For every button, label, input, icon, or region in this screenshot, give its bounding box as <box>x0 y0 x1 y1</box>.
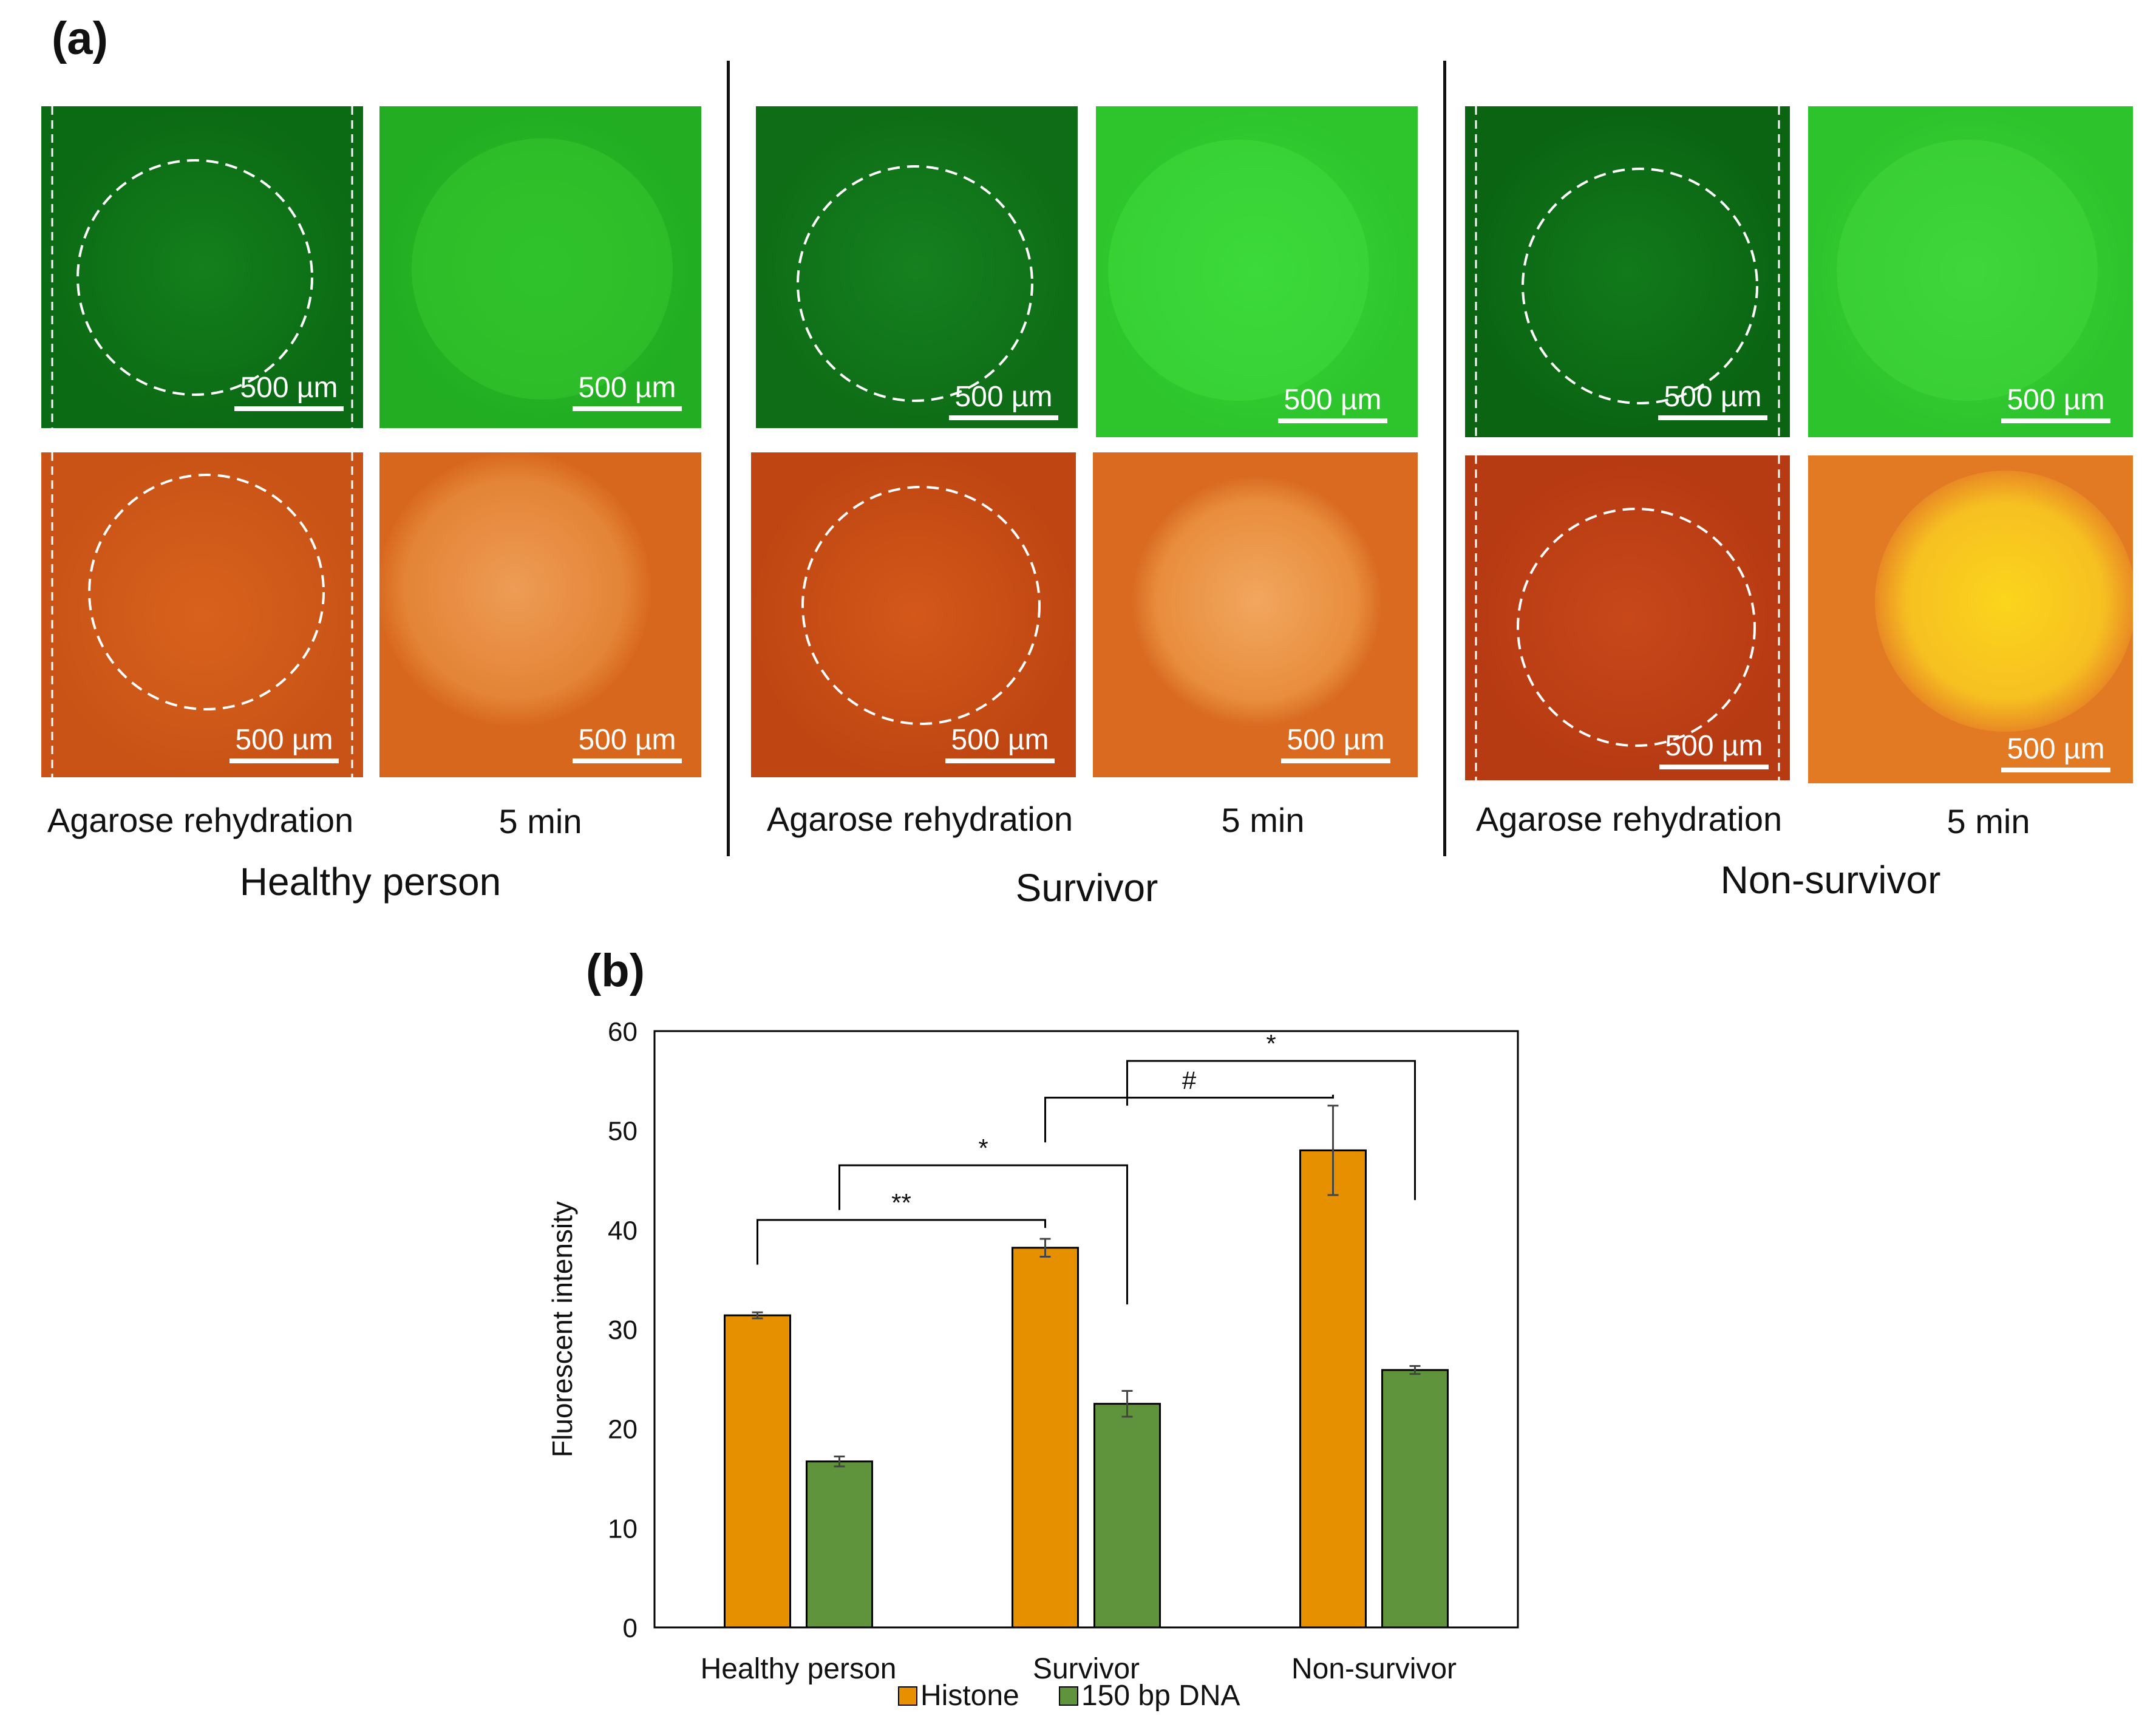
y-tick-label: 20 <box>608 1415 638 1445</box>
healthy-orange-5min-image: 500 µm <box>379 452 701 777</box>
group-label-survivor: Survivor <box>1015 866 1158 910</box>
survivor-orange-5min-image: 500 µm <box>1093 452 1418 777</box>
scale-bar-label: 500 µm <box>1665 730 1763 762</box>
significance-label: * <box>978 1134 988 1162</box>
healthy-orange-agarose-image: 500 µm <box>41 452 363 777</box>
healthy-caption-agarose: Agarose rehydration <box>47 801 354 839</box>
bar-150-bp-dna <box>1093 1403 1161 1629</box>
bar-histone <box>1012 1247 1079 1629</box>
scale-bar-label: 500 µm <box>235 724 333 756</box>
significance-bracket <box>757 1219 1046 1265</box>
plot-frame <box>653 1030 1519 1629</box>
nonsurvivor-green-agarose-image: 500 µm <box>1465 106 1790 437</box>
y-tick-label: 40 <box>608 1216 638 1245</box>
legend-label: 150 bp DNA <box>1081 1680 1240 1712</box>
scale-bar <box>2001 768 2110 772</box>
legend-swatch <box>898 1686 917 1706</box>
significance-label: ** <box>891 1188 911 1217</box>
nonsurvivor-orange-5min-image: 500 µm <box>1808 455 2133 783</box>
y-tick-label: 50 <box>608 1117 638 1146</box>
x-tick-label: Healthy person <box>701 1653 897 1685</box>
bar-histone <box>724 1314 791 1629</box>
y-tick-label: 30 <box>608 1315 638 1345</box>
scale-bar <box>573 406 682 411</box>
scale-bar-label: 500 µm <box>951 724 1049 756</box>
bar-chart: 0 10 20 30 40 50 60 Fluorescent intensity Health… <box>546 1017 1519 1712</box>
survivor-orange-agarose-image: 500 µm <box>751 452 1076 777</box>
legend-swatch <box>1059 1686 1078 1706</box>
scale-bar <box>234 406 344 411</box>
legend-label: Histone <box>920 1680 1019 1712</box>
significance-bracket <box>838 1164 1128 1305</box>
scale-bar <box>1659 765 1769 769</box>
scale-bar <box>2001 418 2110 423</box>
scale-bar <box>949 415 1058 420</box>
y-tick-label: 60 <box>608 1017 638 1047</box>
scale-bar-label: 500 µm <box>578 724 676 756</box>
significance-bracket <box>1126 1060 1416 1201</box>
healthy-caption-5min: 5 min <box>498 802 582 840</box>
group-label-healthy: Healthy person <box>239 860 502 904</box>
scale-bar <box>1658 415 1767 420</box>
scale-bar <box>573 758 682 763</box>
group-label-nonsurvivor: Non-survivor <box>1720 858 1941 902</box>
x-tick-label: Non-survivor <box>1291 1653 1457 1685</box>
healthy-green-agarose-image: 500 µm <box>41 106 363 428</box>
scale-bar-label: 500 µm <box>2007 733 2105 765</box>
bar-150-bp-dna <box>806 1460 873 1629</box>
scale-bar-label: 500 µm <box>578 372 676 404</box>
scale-bar <box>230 758 339 763</box>
bar-histone <box>1299 1149 1367 1629</box>
group-divider-1 <box>727 61 730 856</box>
survivor-green-5min-image: 500 µm <box>1096 106 1418 437</box>
group-divider-2 <box>1443 61 1446 856</box>
nonsurvivor-green-5min-image: 500 µm <box>1808 106 2133 437</box>
y-tick-label: 0 <box>623 1613 638 1643</box>
survivor-caption-5min: 5 min <box>1221 801 1305 839</box>
healthy-green-5min-image: 500 µm <box>379 106 701 428</box>
scale-bar-label: 500 µm <box>2007 384 2105 416</box>
scale-bar <box>1281 758 1390 763</box>
nonsurvivor-orange-agarose-image: 500 µm <box>1465 455 1790 780</box>
y-tick-label: 10 <box>608 1514 638 1544</box>
significance-bracket <box>1044 1094 1334 1143</box>
scale-bar-label: 500 µm <box>954 381 1053 413</box>
x-tick-label: Survivor <box>1033 1653 1140 1685</box>
panel-a-label: (a) <box>52 13 108 64</box>
scale-bar-label: 500 µm <box>1287 724 1385 756</box>
scale-bar <box>1278 418 1387 423</box>
survivor-green-agarose-image: 500 µm <box>756 106 1078 428</box>
scale-bar-label: 500 µm <box>1284 384 1382 416</box>
scale-bar-label: 500 µm <box>240 372 338 404</box>
survivor-caption-agarose: Agarose rehydration <box>766 800 1073 838</box>
panel-b-label: (b) <box>586 945 645 996</box>
scale-bar-label: 500 µm <box>1664 381 1762 413</box>
nonsurvivor-caption-5min: 5 min <box>1947 802 2030 840</box>
nonsurvivor-caption-agarose: Agarose rehydration <box>1475 800 1783 838</box>
significance-label: * <box>1266 1029 1276 1058</box>
significance-label: # <box>1182 1066 1197 1095</box>
bar-150-bp-dna <box>1381 1369 1449 1629</box>
scale-bar <box>945 758 1055 763</box>
y-axis-label: Fluorescent intensity <box>546 1201 578 1457</box>
